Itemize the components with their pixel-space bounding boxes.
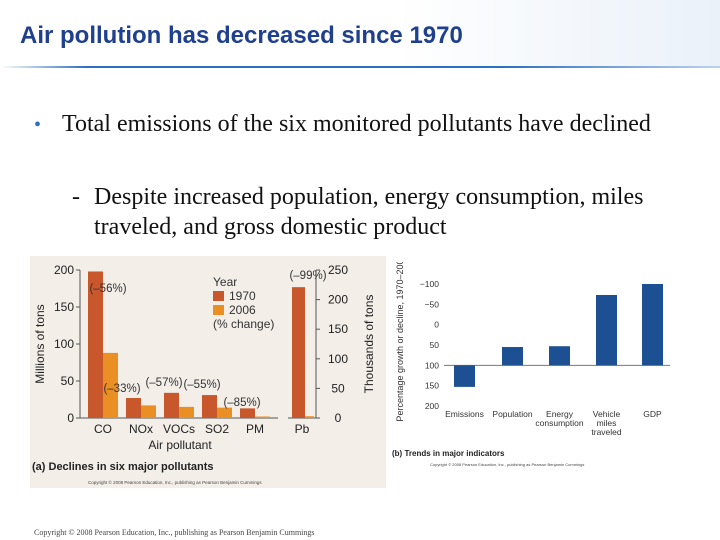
bar-1970-so2 — [202, 395, 217, 418]
chart-a-secondary-ytick-label: 100 — [328, 352, 348, 366]
chart-b-ytick-label: 0 — [434, 320, 439, 330]
chart-b-ytick-label: −50 — [425, 299, 440, 309]
chart-a-secondary-ytick-label: 0 — [335, 411, 342, 425]
chart-b-ylabel: Percentage growth or decline, 1970–2005 — [395, 262, 405, 422]
chart-b-trends: −100 −50 0 50 100 150 200 Emissions Population E… — [392, 262, 670, 467]
chart-a-ytick-label: 0 — [67, 411, 74, 425]
title-bar — [0, 0, 720, 66]
bullet-1: • Total emissions of the six monitored p… — [34, 109, 674, 139]
chart-a-percent-label: (–55%) — [183, 379, 220, 391]
chart-b-copyright: Copyright © 2008 Pearson Education, Inc.… — [430, 462, 584, 467]
bar-2006-so2 — [217, 407, 232, 418]
chart-a-percent-label: (–57%) — [145, 377, 182, 389]
chart-b-ytick-label: −100 — [420, 279, 439, 289]
chart-b-category-label: GDP — [643, 409, 662, 419]
chart-b-ytick-label: 200 — [425, 401, 439, 411]
chart-b-ytick-label: 50 — [430, 340, 440, 350]
legend-swatch-2006 — [213, 305, 224, 315]
bar-2006-pb — [305, 416, 314, 418]
chart-b-category-label: Emissions — [445, 409, 484, 419]
subbullet-1: - Despite increased population, energy c… — [72, 182, 712, 242]
bar-trend-1 — [502, 347, 523, 366]
legend-label-1970: 1970 — [229, 289, 256, 303]
chart-a-background — [30, 256, 386, 488]
chart-a-percent-label-pb: (–99%) — [289, 270, 326, 282]
subbullet-1-text: Despite increased population, energy con… — [94, 184, 644, 240]
bar-2006-pm — [255, 416, 270, 418]
chart-b-ytick-label: 150 — [425, 381, 439, 391]
chart-b-category-label: Energy consumption — [535, 409, 583, 428]
title-rule — [0, 66, 720, 68]
bar-2006-vocs — [179, 406, 194, 418]
bullet-1-text: Total emissions of the six monitored pol… — [62, 111, 651, 137]
chart-a-percent-label: (–56%) — [89, 283, 126, 295]
chart-a-ytick-label: 200 — [54, 263, 74, 277]
bar-trend-4 — [642, 284, 663, 366]
bar-1970-vocs — [164, 392, 179, 418]
slide-copyright: Copyright © 2008 Pearson Education, Inc.… — [34, 528, 315, 537]
chart-a-secondary-ytick-label: 50 — [331, 381, 345, 395]
chart-a-secondary-ytick-label: 250 — [328, 263, 348, 277]
chart-a-category-label: PM — [246, 422, 264, 436]
bar-1970-nox — [126, 398, 141, 418]
chart-a-caption: (a) Declines in six major pollutants — [32, 461, 214, 473]
bar-1970-pb — [292, 287, 305, 418]
bar-2006-nox — [141, 405, 156, 418]
chart-b-caption: (b) Trends in major indicators — [392, 449, 505, 458]
chart-a-percent-label: (–33%) — [103, 383, 140, 395]
chart-a-category-label: SO2 — [205, 422, 229, 436]
chart-a-ytick-label: 150 — [54, 300, 74, 314]
chart-a-ytick-label: 50 — [61, 374, 75, 388]
dash-icon: - — [72, 184, 80, 210]
bar-trend-0 — [454, 365, 475, 387]
chart-b-category-label: Population — [492, 409, 532, 419]
chart-b-category-label: Vehicle miles traveled — [591, 409, 622, 437]
chart-a-copyright: Copyright © 2008 Pearson Education, Inc.… — [88, 479, 262, 485]
bar-trend-2 — [549, 346, 570, 366]
chart-a-secondary-ytick-label: 150 — [328, 322, 348, 336]
chart-a-xlabel: Air pollutant — [148, 438, 212, 452]
slide-title: Air pollution has decreased since 1970 — [20, 22, 463, 49]
chart-a-category-label: NOx — [129, 422, 153, 436]
chart-a-category-label: VOCs — [163, 422, 195, 436]
chart-a-pollutants: 0 50 100 150 200 0 50 100 150 200 250 CO (–56%) NOx (… — [30, 256, 386, 488]
bar-1970-co — [88, 271, 103, 418]
legend-label-2006: 2006 — [229, 303, 256, 317]
bar-2006-co — [103, 352, 118, 418]
chart-a-percent-label: (–85%) — [223, 397, 260, 409]
legend-swatch-1970 — [213, 291, 224, 301]
chart-a-category-label: CO — [94, 422, 112, 436]
legend-label-change: (% change) — [213, 317, 274, 331]
bar-1970-pm — [240, 408, 255, 418]
chart-a-ytick-label: 100 — [54, 337, 74, 351]
chart-a-category-label-pb: Pb — [295, 422, 310, 436]
chart-a-secondary-ytick-label: 200 — [328, 293, 348, 307]
chart-a-ylabel: Millions of tons — [33, 304, 47, 383]
legend-title: Year — [213, 275, 237, 289]
bar-trend-3 — [596, 294, 617, 366]
chart-a-secondary-ylabel: Thousands of tons — [362, 295, 376, 394]
chart-b-ytick-label: 100 — [425, 360, 439, 370]
bullet-dot-icon: • — [34, 114, 42, 136]
